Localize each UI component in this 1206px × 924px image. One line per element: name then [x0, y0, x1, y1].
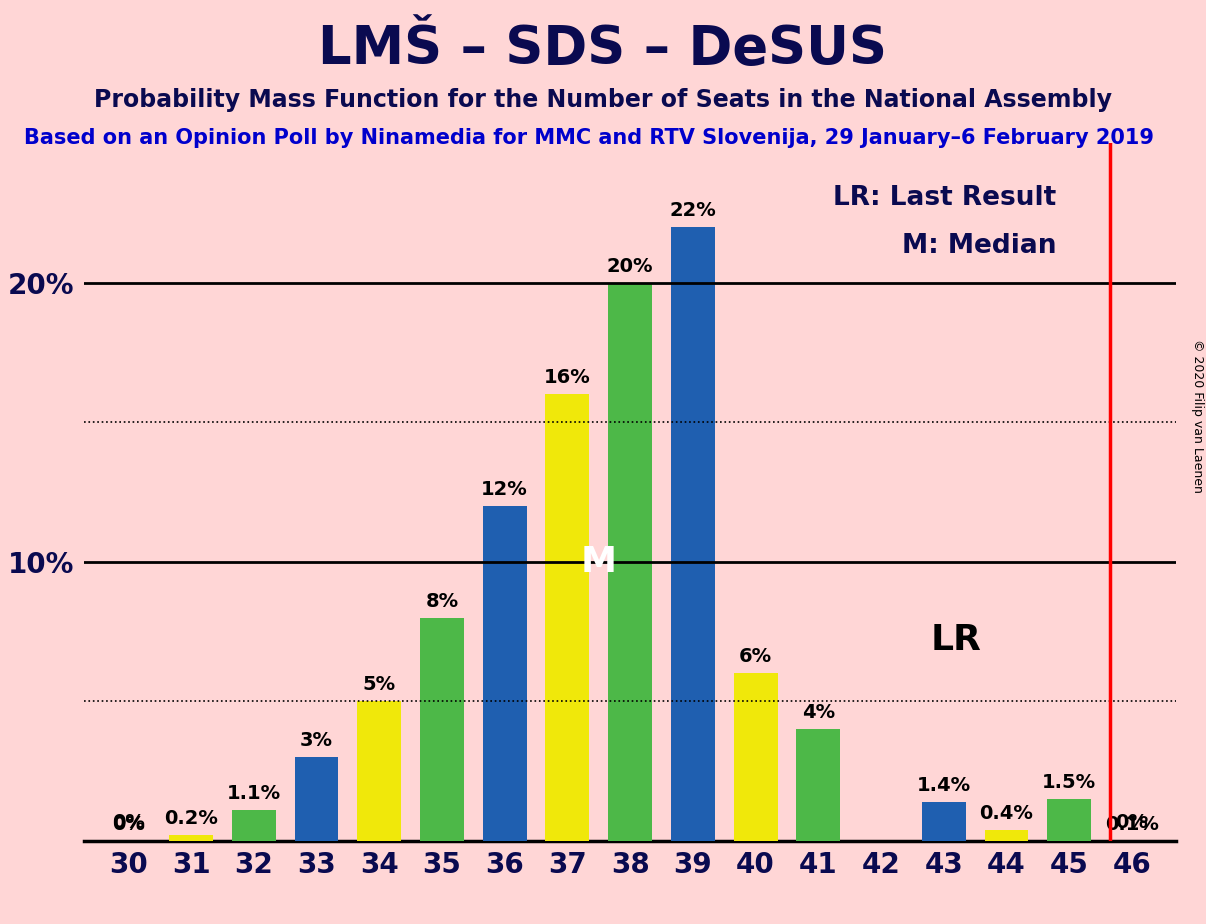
Text: 3%: 3%: [300, 731, 333, 750]
Bar: [671, 227, 715, 841]
Text: 6%: 6%: [739, 648, 772, 666]
Text: M: Median: M: Median: [902, 233, 1056, 259]
Text: 8%: 8%: [426, 591, 458, 611]
Text: 22%: 22%: [669, 201, 716, 220]
Text: LR: Last Result: LR: Last Result: [833, 185, 1056, 211]
Bar: [294, 757, 339, 841]
Text: 1.5%: 1.5%: [1042, 773, 1096, 792]
Text: Based on an Opinion Poll by Ninamedia for MMC and RTV Slovenija, 29 January–6 Fe: Based on an Opinion Poll by Ninamedia fo…: [24, 128, 1154, 148]
Text: 0.1%: 0.1%: [1105, 815, 1159, 833]
Bar: [482, 506, 527, 841]
Text: M: M: [581, 545, 616, 578]
Text: 12%: 12%: [481, 480, 528, 499]
Bar: [733, 674, 778, 841]
Bar: [169, 835, 213, 841]
Text: 4%: 4%: [802, 703, 835, 723]
Text: 0.2%: 0.2%: [164, 809, 218, 828]
Text: 0%: 0%: [112, 813, 145, 833]
Bar: [984, 830, 1029, 841]
Bar: [796, 729, 841, 841]
Text: LR: LR: [931, 623, 982, 657]
Bar: [232, 810, 276, 841]
Bar: [545, 395, 590, 841]
Text: 20%: 20%: [607, 257, 654, 275]
Text: 16%: 16%: [544, 369, 591, 387]
Text: 1.1%: 1.1%: [227, 784, 281, 803]
Text: © 2020 Filip van Laenen: © 2020 Filip van Laenen: [1192, 339, 1204, 492]
Text: 1.4%: 1.4%: [917, 776, 971, 795]
Text: 0%: 0%: [1116, 813, 1148, 833]
Bar: [608, 283, 652, 841]
Text: 0.4%: 0.4%: [979, 804, 1034, 822]
Text: 5%: 5%: [363, 675, 396, 694]
Bar: [357, 701, 402, 841]
Text: LMŠ – SDS – DeSUS: LMŠ – SDS – DeSUS: [318, 23, 888, 75]
Bar: [921, 802, 966, 841]
Text: Probability Mass Function for the Number of Seats in the National Assembly: Probability Mass Function for the Number…: [94, 88, 1112, 112]
Text: 0%: 0%: [112, 815, 145, 833]
Bar: [1047, 799, 1091, 841]
Bar: [420, 617, 464, 841]
